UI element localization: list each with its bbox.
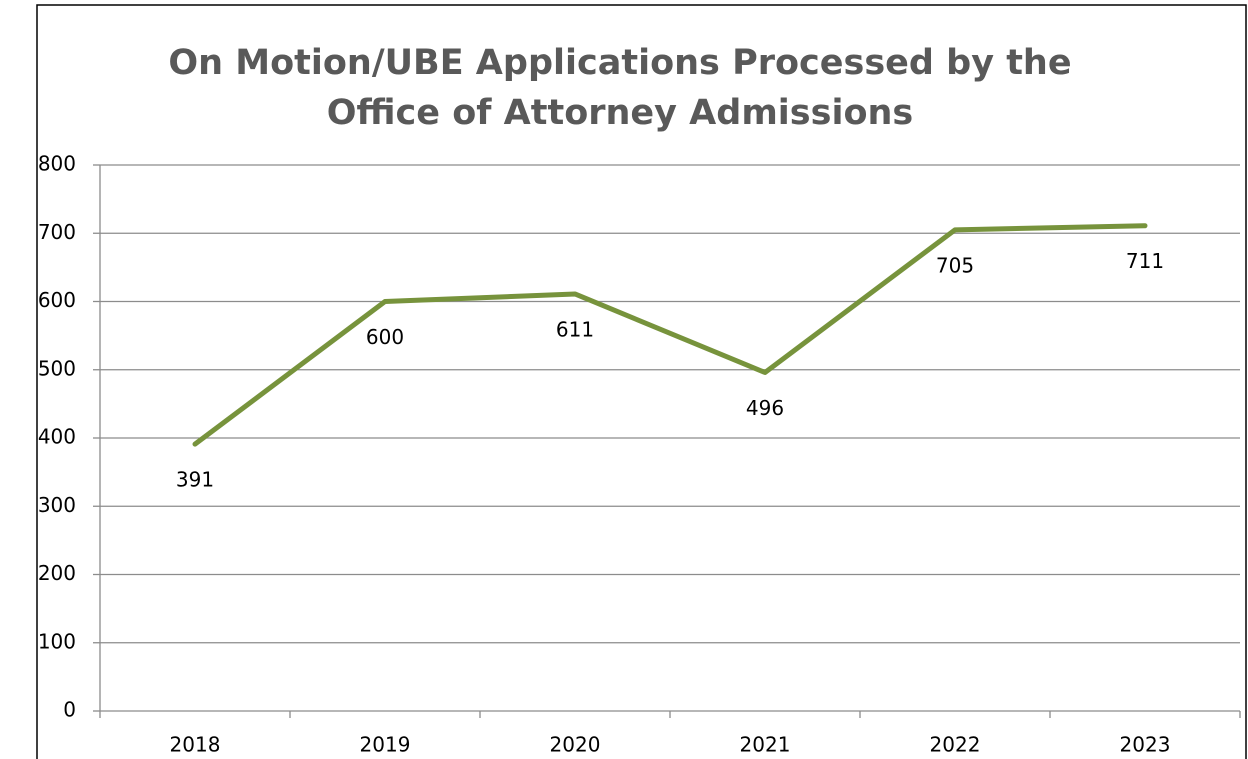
y-tick-label: 0: [63, 698, 76, 722]
y-tick-label: 200: [38, 561, 76, 585]
y-tick-label: 300: [38, 493, 76, 517]
data-label: 711: [1126, 249, 1164, 273]
data-label: 496: [746, 396, 784, 420]
y-tick-label: 500: [38, 356, 76, 380]
y-tick-label: 600: [38, 288, 76, 312]
data-line: [192, 223, 1148, 447]
x-tick-label: 2023: [1120, 733, 1171, 757]
x-tick-label: 2020: [550, 733, 601, 757]
y-tick-label: 700: [38, 220, 76, 244]
data-label: 611: [556, 317, 594, 341]
y-tick-label: 100: [38, 629, 76, 653]
data-label: 705: [936, 253, 974, 277]
data-label: 391: [176, 468, 214, 492]
y-tick-label: 800: [38, 152, 76, 176]
chart-title: On Motion/UBE Applications Processed by …: [168, 43, 1072, 133]
y-tick-label: 400: [38, 425, 76, 449]
x-tick-label: 2018: [170, 733, 221, 757]
chart-border: [36, 4, 1247, 759]
x-tick-label: 2022: [930, 733, 981, 757]
x-tick-label: 2019: [360, 733, 411, 757]
data-label: 600: [366, 325, 404, 349]
x-tick-label: 2021: [740, 733, 791, 757]
